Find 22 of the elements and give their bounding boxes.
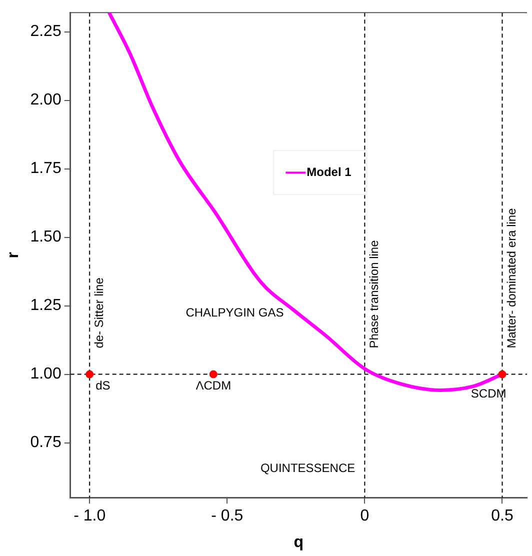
y-tick-label: 1.00 [30,366,62,383]
x-tick-label: - 0.5 [211,508,244,525]
y-tick-label: 1.75 [30,160,62,178]
legend-label: Model 1 [306,164,352,179]
annotation: SCDM [470,386,506,401]
ref-line-label: de- Sitter line [92,277,106,348]
y-tick-label: 2.00 [30,92,62,109]
y-axis-title: r [5,252,22,258]
annotation: CHALPYGIN GAS [186,306,284,320]
y-tick-label: 2.25 [30,23,62,40]
x-tick-label: 0.5 [491,508,514,525]
y-tick-label: 1.25 [30,297,62,314]
annotation: ΛCDM [196,378,232,393]
x-tick-label: 0 [360,508,370,525]
y-tick-label: 0.75 [30,434,62,452]
y-tick-label: 1.50 [30,228,62,246]
x-axis-title: q [294,534,304,551]
ref-line-label: Phase transition line [367,240,382,348]
annotation: QUINTESSENCE [260,460,356,475]
annotation: dS [96,378,110,393]
x-tick-label: - 1.0 [74,508,106,525]
ref-line-label: Matter- dominated era line [504,208,519,348]
